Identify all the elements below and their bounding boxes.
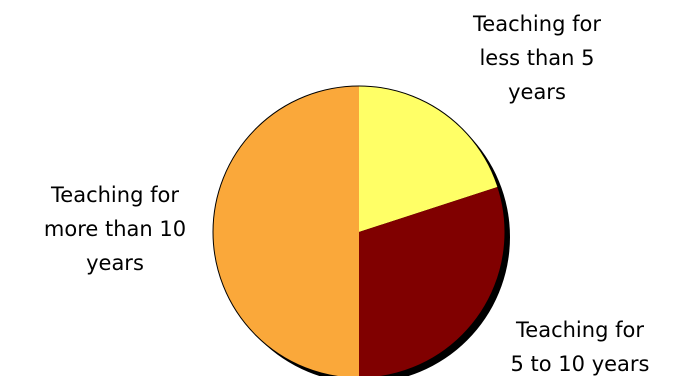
- slice-label-line: more than 10: [44, 217, 186, 241]
- slice-label-1: Teaching for less than 5 years: [472, 12, 601, 104]
- slice-label-line: Teaching for: [515, 318, 644, 342]
- pie-slices: [212, 85, 506, 376]
- slice-label-line: years: [86, 251, 144, 275]
- slice-label-line: 5 to 10 years: [511, 352, 650, 376]
- slice-label-2: Teaching for 5 to 10 years: [511, 318, 650, 376]
- slice-label-3: Teaching for more than 10 years: [44, 183, 186, 275]
- slice-label-line: Teaching for: [472, 12, 601, 36]
- slice-label-line: years: [508, 80, 566, 104]
- pie-outline: [212, 85, 506, 376]
- pie-slice-2: [359, 186, 505, 376]
- pie-slice-3: [213, 86, 359, 376]
- slice-label-line: less than 5: [479, 46, 594, 70]
- pie-slice-1: [359, 86, 498, 232]
- slice-label-line: Teaching for: [50, 183, 179, 207]
